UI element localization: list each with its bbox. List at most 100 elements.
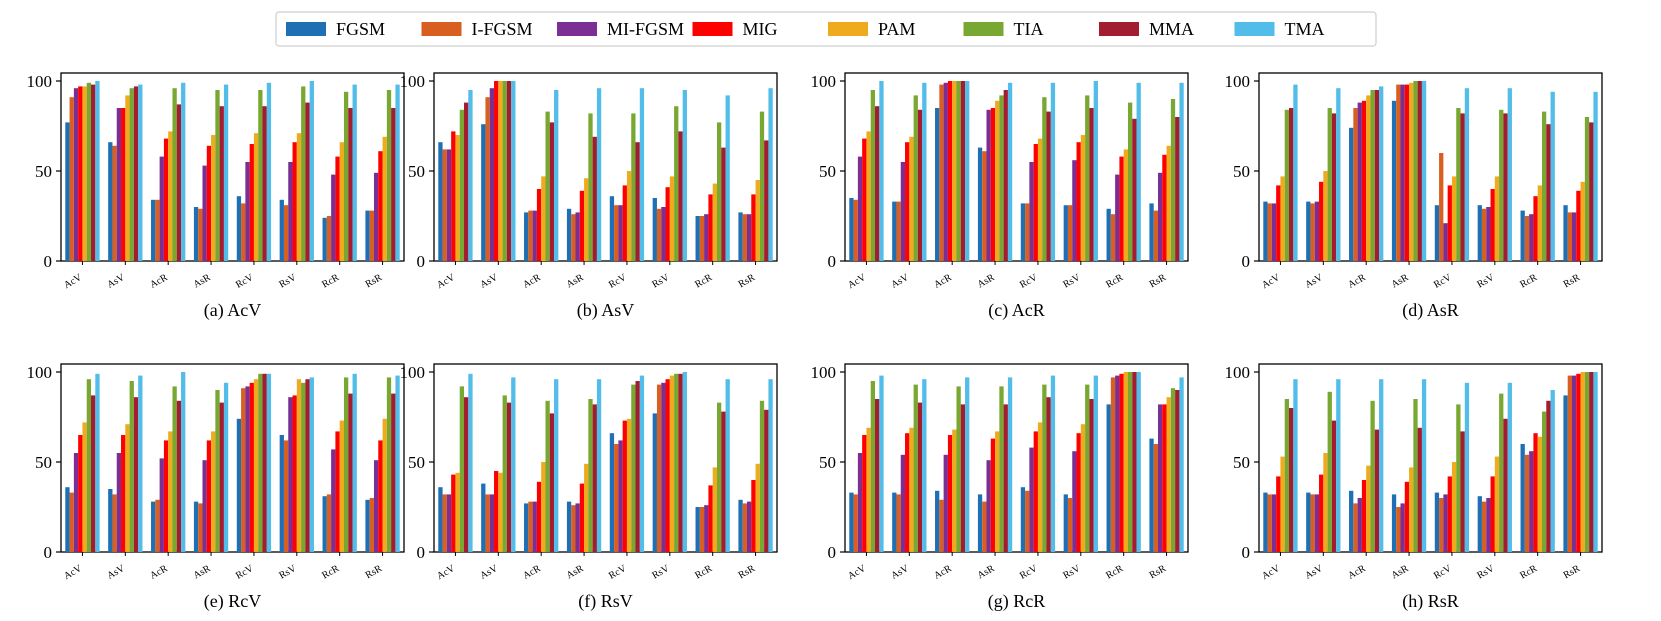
bar-mma-acr (176, 104, 182, 262)
bar-pam-rcv (1451, 462, 1457, 552)
legend-entry-mma: MMA (1099, 19, 1194, 39)
bar-fgsm-rsv (652, 198, 657, 261)
bar-tma-asr (1007, 377, 1013, 552)
bar-fgsm-acv (438, 487, 443, 552)
bar-fgsm-acr (524, 503, 529, 552)
bar-tma-rcr (1550, 91, 1555, 261)
bar-pam-asv (498, 472, 503, 552)
bar-mma-asv (917, 109, 923, 261)
bar-fgsm-rsr (1149, 438, 1154, 552)
bar-tma-rcr (1550, 390, 1555, 552)
bar-mi-fgsm-asr (202, 460, 207, 552)
bar-pam-rsr (755, 463, 760, 552)
y-tick-label: 100 (27, 363, 53, 382)
bar-fgsm-asv (481, 124, 486, 261)
bar-tia-rsr (386, 90, 392, 261)
y-tick-label: 100 (400, 72, 426, 91)
bar-mi-fgsm-rcr (1529, 451, 1534, 552)
bar-tia-rsr (759, 111, 765, 261)
bar-mma-acv (464, 102, 469, 261)
plot-frame (433, 363, 778, 553)
x-tick-label: RcR (320, 272, 341, 291)
bar-i-fgsm-acr (528, 501, 533, 552)
bar-i-fgsm-asr (982, 151, 987, 261)
bar-i-fgsm-rcv (1025, 490, 1030, 552)
y-tick-label: 50 (1233, 162, 1250, 181)
legend-swatch (692, 22, 733, 36)
legend-swatch (828, 22, 868, 36)
bar-tma-asr (1007, 82, 1013, 261)
bar-fgsm-rsv (279, 435, 284, 552)
x-tick-label: RcV (1018, 272, 1040, 291)
bar-tia-acr (1370, 90, 1375, 261)
bar-tma-rsr (1179, 82, 1184, 261)
bar-i-fgsm-rsr (1567, 375, 1572, 552)
bar-tia-asv (502, 81, 507, 261)
bar-fgsm-rsv (1477, 496, 1482, 552)
bar-i-fgsm-asv (112, 494, 117, 552)
bar-mi-fgsm-asr (1400, 503, 1405, 552)
bar-mma-acr (960, 404, 966, 552)
bar-tia-rcr (1127, 372, 1133, 552)
x-tick-label: RcR (693, 563, 714, 582)
bar-mi-fgsm-asv (900, 454, 906, 552)
bar-mi-fgsm-rcr (331, 174, 336, 261)
x-tick-label: AsR (976, 272, 997, 291)
x-tick-label: AcV (435, 563, 458, 582)
x-tick-label: AcR (148, 563, 170, 582)
bar-mig-acv (862, 435, 867, 552)
bar-mig-rsr (1162, 404, 1167, 552)
bar-i-fgsm-acr (1353, 503, 1358, 552)
bar-mig-asv (1319, 181, 1324, 261)
bar-fgsm-rsr (738, 499, 743, 552)
bar-mig-acv (451, 131, 456, 261)
bar-tma-rsr (395, 84, 400, 261)
bar-i-fgsm-rsr (1567, 212, 1572, 261)
bar-tma-rsv (682, 372, 687, 552)
bar-i-fgsm-rsv (1481, 501, 1487, 552)
bar-mi-fgsm-asv (1314, 494, 1320, 552)
bar-fgsm-acr (524, 212, 529, 261)
panel-title: (c) AcR (988, 300, 1044, 321)
bar-i-fgsm-rsr (1153, 210, 1158, 261)
y-tick-label: 0 (417, 252, 426, 271)
bar-tia-acv (870, 381, 876, 552)
bar-mig-rcr (1533, 196, 1538, 261)
legend-swatch (963, 22, 1004, 36)
x-tick-label: AsV (889, 563, 911, 582)
bar-mig-rcr (1533, 433, 1538, 552)
bar-tma-asr (223, 84, 229, 261)
bar-i-fgsm-asv (896, 201, 901, 261)
bar-i-fgsm-rsv (656, 384, 662, 552)
legend-swatch (557, 22, 597, 36)
bar-pam-acv (82, 422, 87, 552)
bar-pam-rsr (382, 418, 387, 552)
bar-i-fgsm-asr (571, 505, 576, 552)
x-tick-label: AsR (1390, 563, 1411, 582)
bar-tia-rsr (1584, 372, 1590, 552)
y-tick-label: 50 (35, 453, 52, 472)
panel-title: (a) AcV (204, 300, 261, 321)
bar-mig-rcv (1033, 144, 1038, 261)
bar-pam-rcv (626, 418, 632, 552)
bar-i-fgsm-rsr (742, 214, 747, 261)
bar-pam-asr (584, 463, 589, 552)
bar-tia-rsv (1085, 384, 1090, 552)
bar-i-fgsm-acv (69, 97, 74, 261)
bar-mig-rsr (1576, 373, 1581, 552)
bar-mig-asv (905, 142, 910, 261)
y-tick-label: 100 (27, 72, 53, 91)
bar-mig-rsv (665, 187, 670, 261)
bar-pam-asr (1409, 82, 1414, 261)
bar-mi-fgsm-asv (116, 453, 122, 552)
bar-pam-rsr (1166, 397, 1171, 552)
bar-fgsm-acv (65, 487, 70, 552)
bar-fgsm-rsv (1477, 205, 1482, 261)
bar-mig-rsv (1076, 142, 1081, 261)
bar-pam-rsv (1080, 424, 1086, 552)
bar-tia-acr (172, 386, 177, 552)
bar-pam-rcr (339, 142, 344, 261)
bar-fgsm-rcr (1106, 404, 1111, 552)
bar-fgsm-acv (849, 492, 854, 552)
bar-mi-fgsm-acr (159, 458, 164, 552)
